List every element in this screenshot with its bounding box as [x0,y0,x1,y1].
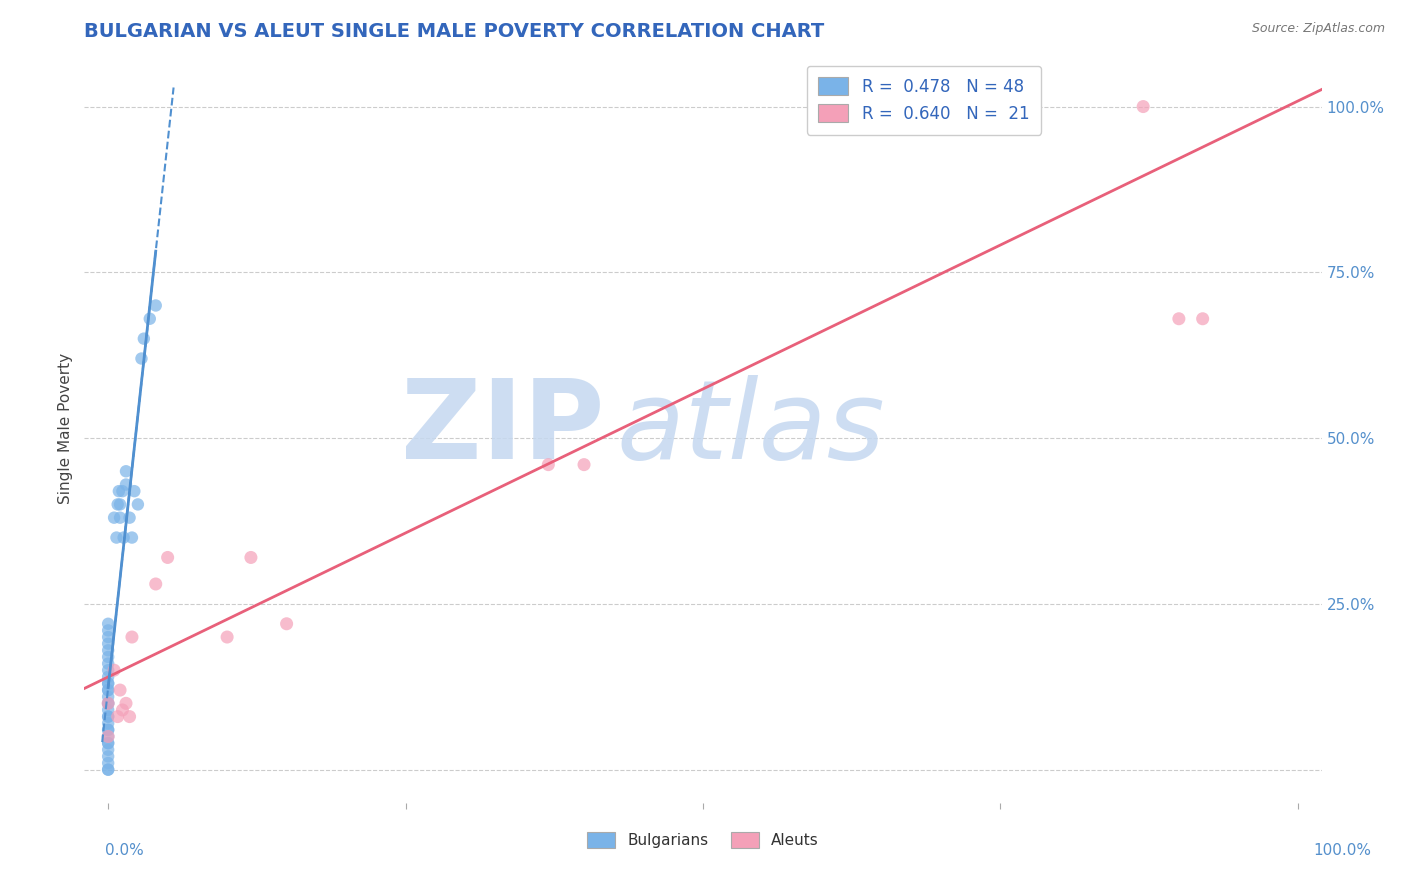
Point [145,577,167,591]
Point [111,484,134,499]
Point [870,99,893,113]
Point [107,709,129,723]
Point [115,464,138,478]
Point [105,531,128,545]
Point [108,484,131,499]
Point [97,616,120,631]
Point [97,696,120,710]
Point [115,477,138,491]
Text: 0.0%: 0.0% [105,843,145,858]
Point [107,497,129,511]
Point [1191,311,1213,326]
Point [108,497,131,511]
Point [115,696,138,710]
Point [132,332,155,346]
Point [97,716,120,731]
Text: 100.0%: 100.0% [1313,843,1371,858]
Point [97,763,120,777]
Point [121,630,143,644]
Point [1132,99,1154,113]
Point [97,683,120,698]
Point [108,510,131,524]
Point [127,497,149,511]
Point [97,637,120,651]
Point [97,696,120,710]
Point [97,696,120,710]
Point [121,531,143,545]
Point [572,458,595,472]
Point [97,709,120,723]
Point [239,550,262,565]
Point [103,510,125,524]
Point [97,643,120,657]
Point [97,730,120,744]
Point [97,630,120,644]
Point [108,683,131,698]
Text: Source: ZipAtlas.com: Source: ZipAtlas.com [1251,22,1385,36]
Point [97,756,120,770]
Point [97,709,120,723]
Legend: Bulgarians, Aleuts: Bulgarians, Aleuts [576,821,830,859]
Text: BULGARIAN VS ALEUT SINGLE MALE POVERTY CORRELATION CHART: BULGARIAN VS ALEUT SINGLE MALE POVERTY C… [84,21,824,41]
Point [131,351,153,366]
Point [97,670,120,684]
Point [111,703,134,717]
Point [97,663,120,677]
Point [97,676,120,690]
Point [97,649,120,664]
Point [97,743,120,757]
Point [97,736,120,750]
Point [145,298,167,312]
Point [97,657,120,671]
Y-axis label: Single Male Poverty: Single Male Poverty [58,352,73,504]
Point [118,510,141,524]
Point [97,730,120,744]
Point [97,703,120,717]
Point [97,624,120,638]
Point [156,550,179,565]
Point [118,709,141,723]
Point [97,763,120,777]
Point [124,484,146,499]
Point [97,683,120,698]
Point [97,749,120,764]
Point [929,99,952,113]
Point [537,458,560,472]
Point [112,531,135,545]
Point [97,736,120,750]
Point [97,723,120,737]
Point [276,616,298,631]
Point [1167,311,1189,326]
Point [97,690,120,704]
Point [103,663,125,677]
Point [97,723,120,737]
Text: ZIP: ZIP [401,375,605,482]
Point [217,630,239,644]
Text: atlas: atlas [616,375,884,482]
Point [139,311,162,326]
Point [97,676,120,690]
